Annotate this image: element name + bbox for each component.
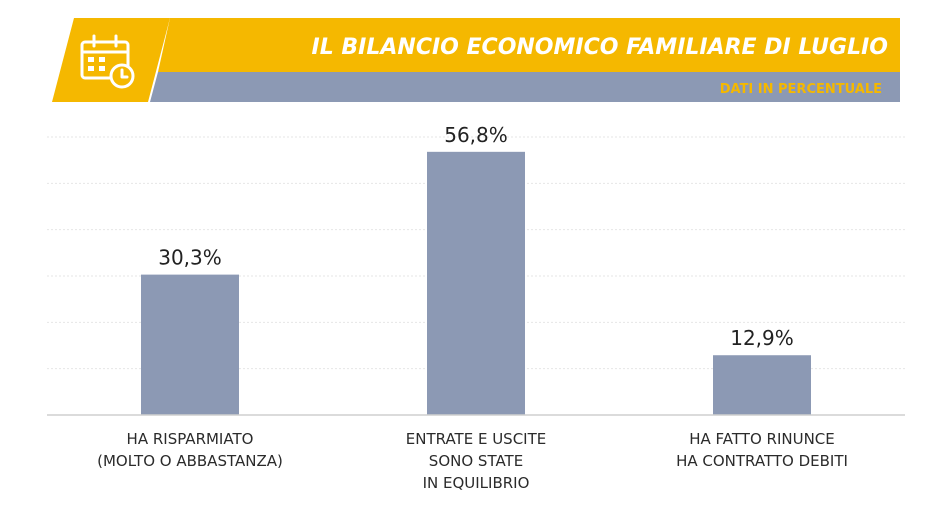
value-label: 30,3% [158, 246, 222, 270]
value-labels: 30,3% 56,8% 12,9% [158, 123, 794, 350]
category-label: ENTRATE E USCITE [406, 430, 546, 448]
header-background [52, 18, 900, 102]
chart-subtitle: DATI IN PERCENTUALE [720, 82, 882, 97]
value-label: 56,8% [444, 123, 508, 147]
chart-header: IL BILANCIO ECONOMICO FAMILIARE DI LUGLI… [52, 18, 900, 102]
category-label: HA CONTRATTO DEBITI [676, 452, 848, 470]
bar [427, 151, 525, 415]
bar [141, 274, 239, 415]
value-label: 12,9% [730, 326, 794, 350]
calendar-clock-icon [80, 34, 135, 89]
category-label: HA FATTO RINUNCE [689, 430, 835, 448]
category-label: (MOLTO O ABBASTANZA) [97, 452, 283, 470]
category-label: SONO STATE [429, 452, 523, 470]
category-label: HA RISPARMIATO [127, 430, 254, 448]
category-label: IN EQUILIBRIO [423, 474, 530, 492]
chart-title: IL BILANCIO ECONOMICO FAMILIARE DI LUGLI… [312, 35, 888, 60]
bars [141, 151, 811, 415]
bar [713, 355, 811, 415]
category-labels: HA RISPARMIATO (MOLTO O ABBASTANZA) ENTRAT… [97, 430, 848, 492]
